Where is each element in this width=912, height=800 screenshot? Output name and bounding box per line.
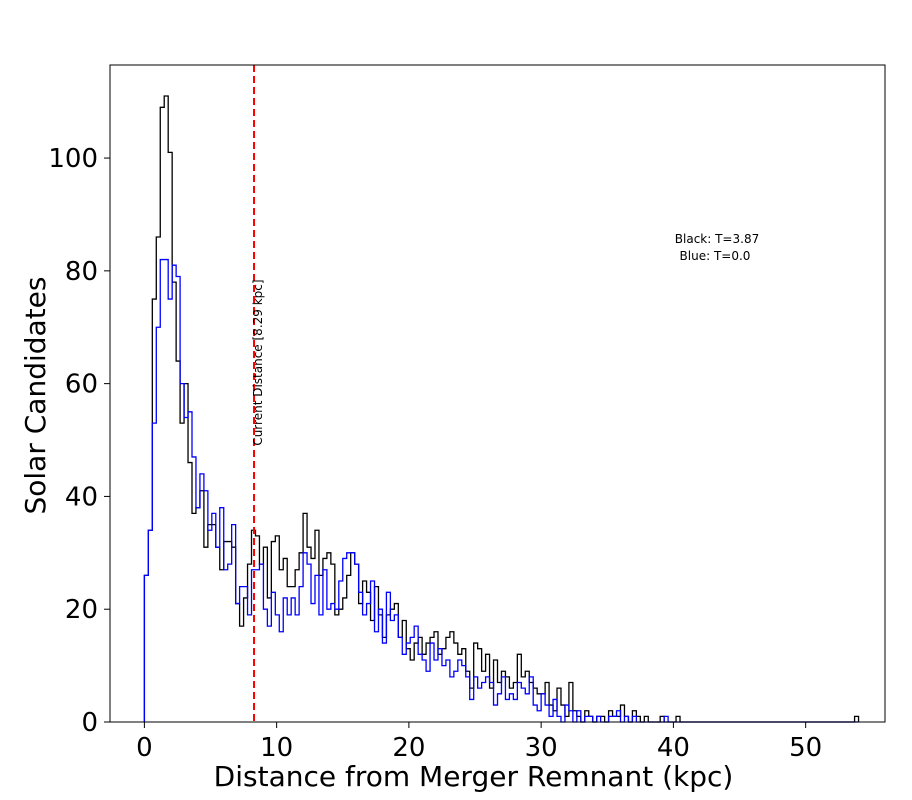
current-distance-label: Current Distance [8.29 kpc] [251, 279, 265, 445]
x-tick-label: 40 [657, 733, 690, 763]
x-axis-label: Distance from Merger Remnant (kpc) [214, 760, 734, 793]
y-tick-label: 0 [81, 708, 98, 738]
y-tick-label: 40 [65, 482, 98, 512]
y-tick-label: 80 [65, 257, 98, 287]
plot-frame [109, 64, 886, 723]
y-tick-label: 60 [65, 370, 98, 400]
legend-black-label: Black: T=3.87 [675, 232, 759, 246]
legend-blue-label: Blue: T=0.0 [680, 249, 751, 263]
x-tick-label: 10 [260, 733, 293, 763]
y-axis-ticks: 0 20 40 60 80 100 [48, 144, 110, 738]
histogram-series-blue [143, 258, 859, 723]
x-tick-label: 20 [392, 733, 425, 763]
y-tick-label: 100 [48, 144, 98, 174]
x-tick-label: 0 [136, 733, 153, 763]
x-tick-label: 30 [525, 733, 558, 763]
y-axis-label: Solar Candidates [19, 277, 52, 515]
x-tick-label: 50 [789, 733, 822, 763]
y-tick-label: 20 [65, 595, 98, 625]
x-axis-ticks: 0 10 20 30 40 50 [136, 722, 822, 763]
